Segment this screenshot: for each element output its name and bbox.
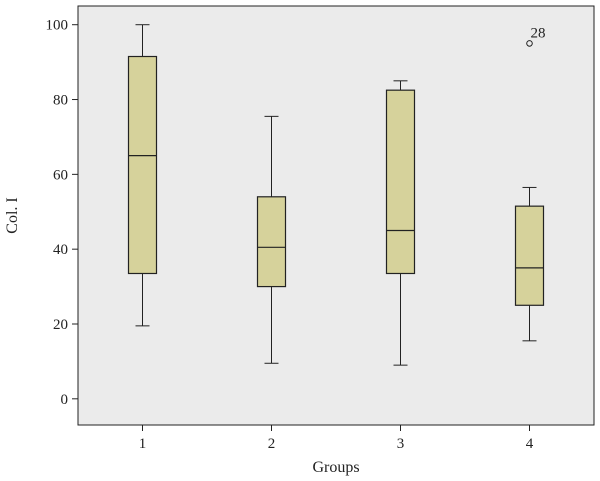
y-tick-label: 60 — [53, 167, 68, 183]
y-tick-label: 80 — [53, 93, 68, 109]
x-tick-label: 2 — [268, 436, 276, 452]
box-iqr — [385, 89, 416, 275]
x-tick-label: 3 — [397, 436, 405, 452]
plot-area — [77, 5, 595, 426]
box-group — [127, 24, 158, 327]
box-group — [514, 186, 545, 342]
y-tick-label: 100 — [46, 18, 69, 34]
box-iqr — [127, 55, 158, 275]
outlier-label: 28 — [531, 25, 546, 41]
y-tick-label: 40 — [53, 242, 68, 258]
box-iqr — [514, 205, 545, 306]
outlier-series: 28 — [526, 25, 546, 47]
x-tick-label: 4 — [526, 436, 534, 452]
x-axis: 1 2 3 4 — [139, 425, 534, 452]
box-iqr — [256, 196, 287, 288]
y-tick-label: 20 — [53, 317, 68, 333]
y-tick-label: 0 — [61, 392, 69, 408]
y-axis-title: Col. I — [4, 197, 21, 233]
y-axis: 0 20 40 60 80 100 — [46, 18, 78, 408]
x-axis-title: Groups — [312, 459, 359, 476]
outlier-point — [526, 40, 533, 47]
x-tick-label: 1 — [139, 436, 147, 452]
box-series — [127, 24, 545, 366]
box-group — [256, 115, 287, 364]
box-group — [385, 80, 416, 366]
